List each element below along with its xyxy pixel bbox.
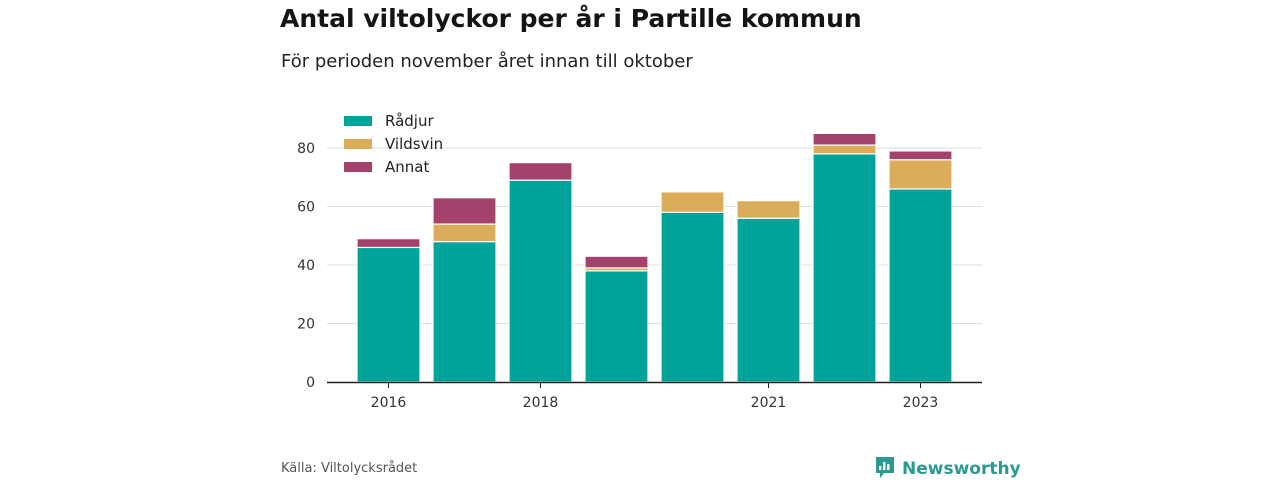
x-tick-label: 2021: [751, 395, 787, 411]
newsworthy-logo-icon: [874, 455, 896, 483]
bar-segment-rådjur: [432, 241, 497, 383]
y-tick-label: 20: [297, 317, 315, 333]
x-tick-label: 2016: [371, 395, 407, 411]
bar-segment-vildsvin: [736, 200, 801, 219]
bar-segment-vildsvin: [888, 159, 953, 190]
brand-name: Newsworthy: [902, 459, 1021, 479]
y-tick-label: 0: [306, 375, 315, 391]
chart-title: Antal viltolyckor per år i Partille komm…: [280, 4, 862, 33]
y-tick-label: 40: [297, 258, 315, 274]
legend-swatch: [344, 116, 372, 126]
bar-segment-rådjur: [584, 270, 649, 383]
bar-segment-rådjur: [356, 246, 421, 383]
chart-subtitle: För perioden november året innan till ok…: [281, 51, 693, 72]
bar-segment-annat: [356, 238, 421, 249]
legend-label: Rådjur: [385, 112, 434, 130]
x-tick-label: 2023: [903, 395, 939, 411]
legend-label: Annat: [385, 158, 429, 176]
bars: [356, 132, 953, 383]
bar-segment-vildsvin: [812, 144, 877, 155]
bar-segment-annat: [812, 132, 877, 146]
bar-segment-annat: [888, 150, 953, 161]
bar-segment-rådjur: [660, 211, 725, 383]
legend: Rådjur Vildsvin Annat: [344, 112, 443, 176]
legend-swatch: [344, 162, 372, 172]
bar-segment-rådjur: [812, 153, 877, 383]
source-note: Källa: Viltolycksrådet: [281, 461, 418, 476]
legend-swatch: [344, 139, 372, 149]
y-tick-label: 80: [297, 141, 315, 157]
y-axis-ticks: 0 20 40 60 80: [297, 141, 315, 391]
bar-segment-annat: [584, 255, 649, 269]
brand-logo[interactable]: Newsworthy: [874, 455, 1021, 483]
bar-segment-rådjur: [508, 179, 573, 383]
bar-segment-rådjur: [736, 217, 801, 383]
x-tick-label: 2018: [523, 395, 559, 411]
bar-segment-rådjur: [888, 188, 953, 383]
y-tick-label: 60: [297, 200, 315, 216]
bar-segment-vildsvin: [432, 223, 497, 243]
x-axis-ticks: 2016 2018 2021 2023: [371, 382, 939, 411]
legend-label: Vildsvin: [385, 135, 443, 153]
bar-segment-vildsvin: [660, 191, 725, 213]
bar-segment-annat: [508, 162, 573, 181]
bar-segment-annat: [432, 197, 497, 225]
